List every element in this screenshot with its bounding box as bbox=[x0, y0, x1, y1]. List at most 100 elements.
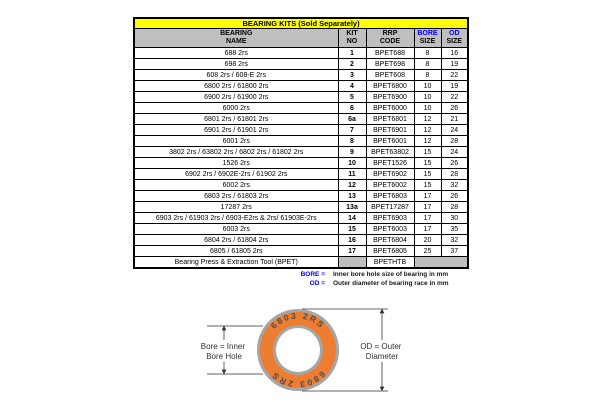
od-cell: 19 bbox=[440, 58, 469, 70]
footer-kit-cell-shaded bbox=[337, 256, 367, 269]
bore-cell: 10 bbox=[413, 102, 442, 114]
kit-cell: 4 bbox=[337, 80, 367, 92]
od-cell: 26 bbox=[440, 190, 469, 202]
name-cell: 688 2rs bbox=[133, 47, 339, 59]
name-cell: 6902 2rs / 6902E-2rs / 61902 2rs bbox=[133, 168, 339, 180]
table-row: 6902 2rs / 6902E-2rs / 61902 2rs 11 BPET69… bbox=[133, 168, 469, 180]
kit-cell: 8 bbox=[337, 135, 367, 147]
table-row: 6003 2rs 15 BPET6003 17 35 bbox=[133, 223, 469, 235]
name-cell: 6805 / 61805 2rs bbox=[133, 245, 339, 257]
name-cell: 6001 2rs bbox=[133, 135, 339, 147]
bore-cell: 8 bbox=[413, 47, 442, 59]
od-cell: 32 bbox=[440, 234, 469, 246]
table-row: 688 2rs 1 BPET688 8 16 bbox=[133, 47, 469, 59]
table-title: BEARING KITS (Sold Separately) bbox=[133, 17, 469, 29]
table-row: 6000 2rs 6 BPET6000 10 26 bbox=[133, 102, 469, 114]
bearing-diagram: 6803 2RS 6803 2RS Bore = Inner Bore Hole… bbox=[195, 308, 409, 392]
name-cell: 6804 2rs / 61804 2rs bbox=[133, 234, 339, 246]
bore-cell: 8 bbox=[413, 69, 442, 81]
legend-od-desc: Outer diameter of bearing race in mm bbox=[333, 280, 449, 287]
bore-cell: 10 bbox=[413, 91, 442, 103]
kit-cell: 6 bbox=[337, 102, 367, 114]
od-cell: 28 bbox=[440, 135, 469, 147]
code-cell: BPET6000 bbox=[365, 102, 415, 114]
name-cell: 6002 2rs bbox=[133, 179, 339, 191]
kit-cell: 13 bbox=[337, 190, 367, 202]
bore-cell: 15 bbox=[413, 146, 442, 158]
kit-cell: 2 bbox=[337, 58, 367, 70]
table-header-row: BEARING NAME KIT NO RRP CODE BORE SIZE O… bbox=[133, 28, 469, 48]
bore-cell: 8 bbox=[413, 58, 442, 70]
bore-cell: 17 bbox=[413, 201, 442, 213]
table-row: 6801 2rs / 61801 2rs 6a BPET6801 12 21 bbox=[133, 113, 469, 125]
od-label-bg bbox=[355, 340, 409, 362]
name-cell: 3802 2rs / 63802 2rs / 6802 2rs / 61802 … bbox=[133, 146, 339, 158]
kit-cell: 1 bbox=[337, 47, 367, 59]
kit-cell: 6a bbox=[337, 113, 367, 125]
bore-cell: 12 bbox=[413, 124, 442, 136]
header-bearing-name: BEARING NAME bbox=[133, 28, 339, 48]
name-cell: 6901 2rs / 61901 2rs bbox=[133, 124, 339, 136]
size-legend: BORE = Inner bore hole size of bearing i… bbox=[280, 270, 449, 288]
name-cell: 6803 2rs / 61803 2rs bbox=[133, 190, 339, 202]
table-row: 6001 2rs 8 BPET6001 12 28 bbox=[133, 135, 469, 147]
table-row: 6903 2rs / 61903 2rs / 6903-E2rs & 2rs/ … bbox=[133, 212, 469, 224]
name-cell: 17287 2rs bbox=[133, 201, 339, 213]
bore-cell: 12 bbox=[413, 135, 442, 147]
code-cell: BPET6903 bbox=[365, 212, 415, 224]
od-cell: 19 bbox=[440, 80, 469, 92]
legend-bore-line: BORE = Inner bore hole size of bearing i… bbox=[280, 270, 449, 279]
header-od-size: OD SIZE bbox=[440, 28, 469, 48]
kit-cell: 13a bbox=[337, 201, 367, 213]
table-row: 6800 2rs / 61800 2rs 4 BPET6800 10 19 bbox=[133, 80, 469, 92]
code-cell: BPET6002 bbox=[365, 179, 415, 191]
od-cell: 21 bbox=[440, 113, 469, 125]
od-cell: 35 bbox=[440, 223, 469, 235]
od-cell: 24 bbox=[440, 146, 469, 158]
code-cell: BPET6801 bbox=[365, 113, 415, 125]
legend-od-term: OD = bbox=[309, 280, 325, 287]
name-cell: 6801 2rs / 61801 2rs bbox=[133, 113, 339, 125]
table-title-row: BEARING KITS (Sold Separately) bbox=[133, 17, 469, 29]
footer-row-bpet: Bearing Press & Extraction Tool (BPET) B… bbox=[133, 256, 469, 269]
bore-cell: 17 bbox=[413, 212, 442, 224]
bore-cell: 17 bbox=[413, 190, 442, 202]
kit-cell: 17 bbox=[337, 245, 367, 257]
footer-code-cell: BPETHTB bbox=[365, 256, 415, 269]
bore-cell: 12 bbox=[413, 113, 442, 125]
od-cell: 24 bbox=[440, 124, 469, 136]
legend-bore-desc: Inner bore hole size of bearing in mm bbox=[333, 271, 449, 278]
bore-cell: 20 bbox=[413, 234, 442, 246]
name-cell: 1526 2rs bbox=[133, 157, 339, 169]
code-cell: BPET688 bbox=[365, 47, 415, 59]
code-cell: BPET6804 bbox=[365, 234, 415, 246]
kit-cell: 16 bbox=[337, 234, 367, 246]
code-cell: BPET6001 bbox=[365, 135, 415, 147]
bearing-table-body: BEARING KITS (Sold Separately) BEARING N… bbox=[133, 17, 469, 269]
table-row: 17287 2rs 13a BPET17287 17 28 bbox=[133, 201, 469, 213]
code-cell: BPET6902 bbox=[365, 168, 415, 180]
footer-name-cell: Bearing Press & Extraction Tool (BPET) bbox=[133, 256, 339, 269]
kit-cell: 9 bbox=[337, 146, 367, 158]
table-row: 6803 2rs / 61803 2rs 13 BPET6803 17 26 bbox=[133, 190, 469, 202]
kit-cell: 14 bbox=[337, 212, 367, 224]
code-cell: BPET6803 bbox=[365, 190, 415, 202]
name-cell: 6900 2rs / 61900 2rs bbox=[133, 91, 339, 103]
bore-cell: 15 bbox=[413, 179, 442, 191]
od-cell: 32 bbox=[440, 179, 469, 191]
bore-cell: 15 bbox=[413, 168, 442, 180]
table-row: 3802 2rs / 63802 2rs / 6802 2rs / 61802 … bbox=[133, 146, 469, 158]
od-label: OD = Outer Diameter bbox=[360, 342, 403, 361]
bearing-kits-table: BEARING KITS (Sold Separately) BEARING N… bbox=[133, 17, 470, 269]
code-cell: BPET698 bbox=[365, 58, 415, 70]
header-kit-no: KIT NO bbox=[337, 28, 367, 48]
table-row: 6900 2rs / 61900 2rs 5 BPET6900 10 22 bbox=[133, 91, 469, 103]
table-row: 1526 2rs 10 BPET1526 15 26 bbox=[133, 157, 469, 169]
od-cell: 28 bbox=[440, 168, 469, 180]
od-cell: 37 bbox=[440, 245, 469, 257]
legend-od-line: OD = Outer diameter of bearing race in m… bbox=[280, 279, 449, 288]
code-cell: BPET6900 bbox=[365, 91, 415, 103]
bore-label-bg bbox=[195, 340, 253, 362]
od-cell: 30 bbox=[440, 212, 469, 224]
header-bore-size: BORE SIZE bbox=[413, 28, 442, 48]
